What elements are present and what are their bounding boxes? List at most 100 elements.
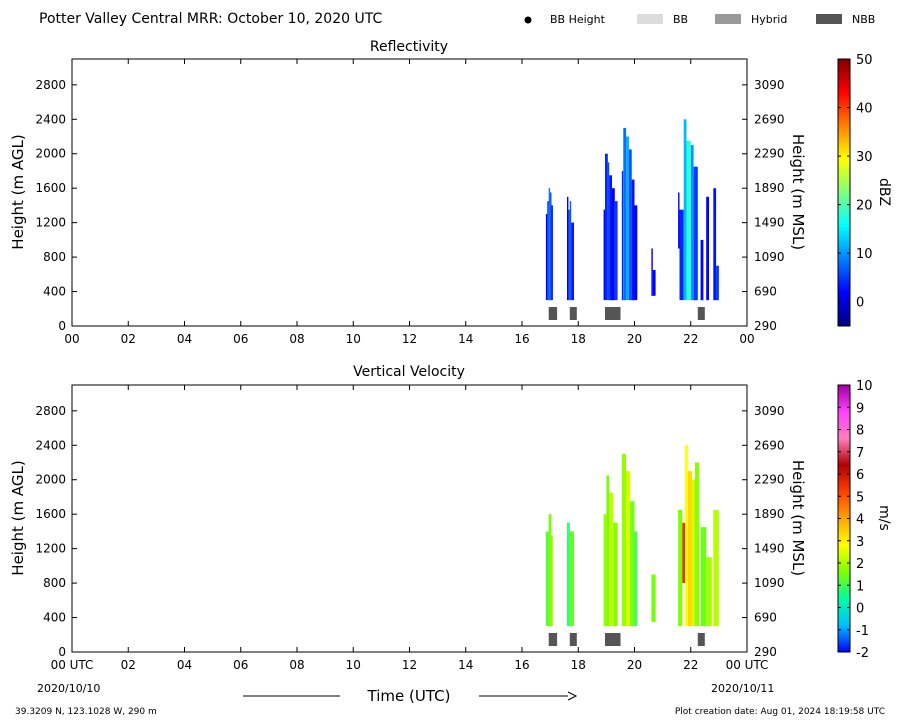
nbb-marker bbox=[697, 307, 705, 320]
colorbar-tick-label: 6 bbox=[856, 468, 864, 483]
colorbar-tick-label: 7 bbox=[856, 446, 864, 461]
data-cell bbox=[621, 453, 626, 627]
y2-tick-label: 290 bbox=[754, 645, 777, 659]
y2-tick-label: 2290 bbox=[754, 473, 785, 487]
colorbar-tick-label: -1 bbox=[856, 624, 869, 639]
legend-hybrid-label: Hybrid bbox=[751, 13, 787, 26]
data-cell bbox=[612, 188, 615, 301]
data-cell bbox=[651, 574, 656, 622]
x-tick-label: 16 bbox=[514, 658, 529, 672]
data-cell bbox=[700, 527, 707, 627]
time-arrow-head-icon bbox=[567, 691, 578, 701]
colorbar-tick-label: 20 bbox=[856, 199, 873, 214]
y2-tick-label: 1490 bbox=[754, 542, 785, 556]
data-cell bbox=[621, 171, 624, 301]
legend-bb-height-label: BB Height bbox=[550, 13, 606, 26]
x-tick-label: 08 bbox=[289, 658, 304, 672]
plot-area bbox=[545, 119, 719, 320]
legend-bb-swatch bbox=[637, 14, 663, 24]
x-tick-label: 02 bbox=[121, 658, 136, 672]
data-cell bbox=[692, 479, 695, 627]
y-tick-label: 2400 bbox=[35, 112, 66, 126]
x-tick-label: 02 bbox=[121, 332, 136, 346]
x-tick-label: 04 bbox=[177, 658, 192, 672]
data-cell bbox=[550, 192, 552, 301]
data-cell bbox=[571, 222, 574, 301]
y-tick-label: 1600 bbox=[35, 181, 66, 195]
colorbar: 0 10 20 30 40 50 bbox=[837, 53, 873, 327]
y-tick-label: 800 bbox=[43, 576, 66, 590]
colorbar-tick-label: 9 bbox=[856, 401, 864, 416]
x-tick-label: 12 bbox=[402, 658, 417, 672]
reflectivity-panel: Reflectivity Height (m AGL) Height (m MS… bbox=[9, 39, 892, 346]
colorbar-tick-label: 50 bbox=[856, 53, 873, 68]
x-tick-label: 00 bbox=[739, 332, 754, 346]
data-cell bbox=[568, 209, 570, 301]
data-cell bbox=[569, 531, 574, 627]
data-cell bbox=[551, 205, 553, 301]
data-cell bbox=[630, 501, 635, 627]
y2-tick-label: 690 bbox=[754, 611, 777, 625]
y2-tick-label: 1490 bbox=[754, 216, 785, 230]
vertical-velocity-panel: Vertical Velocity Height (m AGL) Height … bbox=[9, 364, 892, 672]
y-axis-label: Height (m AGL) bbox=[9, 460, 27, 575]
y2-tick-label: 2290 bbox=[754, 147, 785, 161]
colorbar-tick-label: -2 bbox=[856, 646, 869, 661]
data-cell bbox=[603, 514, 607, 627]
data-cell bbox=[626, 471, 631, 627]
location-label: 39.3209 N, 123.1028 W, 290 m bbox=[15, 707, 157, 717]
axes: 00 02 04 06 08 10 12 14 16 18 20 22 0004008001200160… bbox=[35, 58, 785, 346]
nbb-marker bbox=[569, 307, 577, 320]
data-cell bbox=[548, 188, 551, 301]
data-cell bbox=[700, 239, 704, 301]
colorbar-tick-label: 0 bbox=[856, 602, 864, 617]
x-tick-label: 00 UTC bbox=[51, 658, 94, 672]
end-date-label: 2020/10/11 bbox=[711, 682, 774, 695]
data-cell bbox=[634, 531, 638, 627]
data-cell bbox=[690, 145, 694, 301]
colorbar-tick-label: 30 bbox=[856, 150, 873, 165]
colorbar-tick-label: 5 bbox=[856, 490, 864, 505]
data-cell bbox=[613, 522, 618, 627]
y-tick-label: 2400 bbox=[35, 438, 66, 452]
bb-height-legend-dot bbox=[524, 16, 532, 24]
x-tick-label: 22 bbox=[683, 658, 698, 672]
nbb-marker bbox=[605, 633, 621, 646]
x-tick-label: 00 bbox=[64, 332, 79, 346]
legend-nbb-label: NBB bbox=[852, 13, 875, 26]
nbb-marker bbox=[697, 633, 705, 646]
creation-date-label: Plot creation date: Aug 01, 2024 18:19:5… bbox=[675, 707, 885, 717]
nbb-marker bbox=[548, 633, 558, 646]
legend-bb-label: BB bbox=[673, 13, 688, 26]
y2-tick-label: 290 bbox=[754, 319, 777, 333]
data-cell bbox=[609, 492, 614, 627]
x-tick-label: 06 bbox=[233, 658, 248, 672]
data-cell bbox=[693, 166, 698, 301]
x-tick-label: 20 bbox=[627, 658, 642, 672]
y2-tick-label: 3090 bbox=[754, 404, 785, 418]
nbb-marker bbox=[548, 307, 558, 320]
data-cell bbox=[605, 153, 608, 301]
y-tick-label: 2000 bbox=[35, 147, 66, 161]
data-cell bbox=[567, 522, 570, 627]
data-cell bbox=[547, 201, 549, 301]
x-tick-label: 10 bbox=[346, 332, 361, 346]
x-tick-label: 04 bbox=[177, 332, 192, 346]
data-cell bbox=[567, 196, 569, 301]
y2-tick-label: 2690 bbox=[754, 112, 785, 126]
plot-area bbox=[545, 445, 719, 646]
data-cell bbox=[716, 265, 719, 301]
x-tick-label: 18 bbox=[571, 332, 586, 346]
colorbar: -2 -1 0 1 2 3 4 5 6 7 8 9 10 bbox=[837, 379, 873, 661]
x-tick-label: 20 bbox=[627, 332, 642, 346]
data-cell bbox=[545, 214, 548, 301]
colorbar-label: m/s bbox=[876, 505, 892, 531]
data-cell bbox=[551, 535, 553, 627]
data-cell bbox=[606, 475, 610, 627]
data-cell bbox=[548, 514, 552, 627]
colorbar-tick-label: 1 bbox=[856, 579, 864, 594]
x-tick-label: 08 bbox=[289, 332, 304, 346]
x-tick-label: 00 UTC bbox=[726, 658, 769, 672]
y-tick-label: 1600 bbox=[35, 507, 66, 521]
